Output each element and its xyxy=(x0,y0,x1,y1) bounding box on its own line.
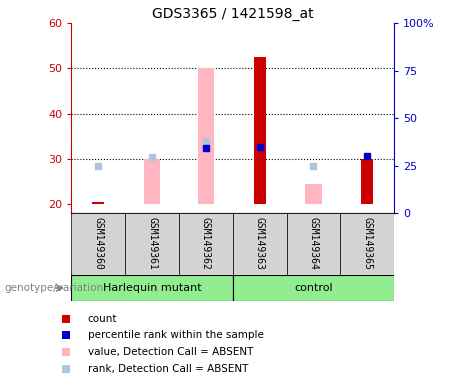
Text: rank, Detection Call = ABSENT: rank, Detection Call = ABSENT xyxy=(88,364,248,374)
Bar xyxy=(233,213,287,275)
Bar xyxy=(305,184,321,204)
Text: GSM149364: GSM149364 xyxy=(308,217,319,270)
Bar xyxy=(71,213,125,275)
Bar xyxy=(233,275,394,301)
Bar xyxy=(287,213,340,275)
Text: count: count xyxy=(88,314,117,324)
Text: GSM149363: GSM149363 xyxy=(254,217,265,270)
Text: percentile rank within the sample: percentile rank within the sample xyxy=(88,330,263,340)
Text: GSM149362: GSM149362 xyxy=(201,217,211,270)
Bar xyxy=(254,57,266,204)
Text: genotype/variation: genotype/variation xyxy=(5,283,104,293)
Bar xyxy=(179,213,233,275)
Title: GDS3365 / 1421598_at: GDS3365 / 1421598_at xyxy=(152,7,313,21)
Bar xyxy=(92,202,104,204)
Bar xyxy=(144,159,160,204)
Text: value, Detection Call = ABSENT: value, Detection Call = ABSENT xyxy=(88,347,253,357)
Bar xyxy=(340,213,394,275)
Text: control: control xyxy=(294,283,333,293)
Bar xyxy=(71,275,233,301)
Bar xyxy=(361,159,373,204)
Text: GSM149360: GSM149360 xyxy=(93,217,103,270)
Bar xyxy=(198,68,214,204)
Text: Harlequin mutant: Harlequin mutant xyxy=(103,283,201,293)
Text: GSM149365: GSM149365 xyxy=(362,217,372,270)
Text: GSM149361: GSM149361 xyxy=(147,217,157,270)
Bar xyxy=(125,213,179,275)
